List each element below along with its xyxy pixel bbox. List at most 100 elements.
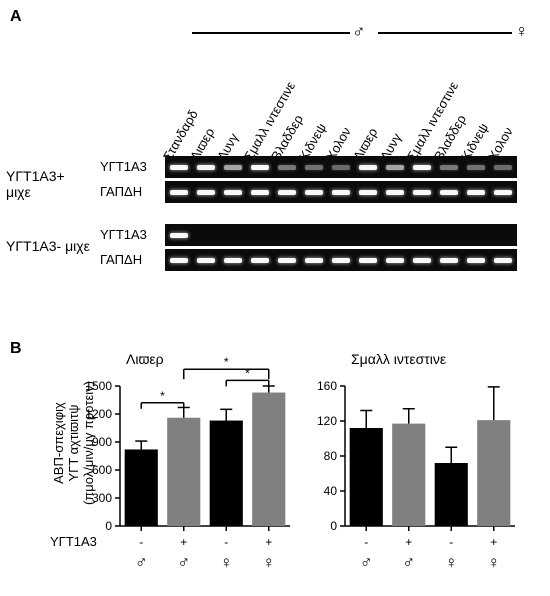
gel-band — [224, 258, 242, 263]
bar — [350, 428, 383, 526]
gel-band — [251, 258, 269, 263]
sex-symbol: ♀ — [220, 553, 233, 572]
gel-band — [305, 190, 323, 195]
gel-band — [197, 258, 215, 263]
y-tick-label: 160 — [317, 379, 337, 393]
gel-band — [413, 165, 431, 170]
gel-row-label: ΥΓΤ1Α3 — [100, 159, 147, 174]
y-tick-label: 40 — [324, 484, 338, 498]
gel-row-label: ΥΓΤ1Α3 — [100, 227, 147, 242]
gel-band — [170, 190, 188, 195]
gel-band — [251, 165, 269, 170]
condition-label: + — [180, 535, 187, 549]
gel-band — [278, 258, 296, 263]
chart-title: Λιϖερ — [126, 351, 164, 367]
bar — [392, 424, 425, 526]
gel-band — [170, 258, 188, 263]
panel-b-label: B — [10, 340, 22, 358]
y-tick-label: 0 — [330, 519, 337, 533]
bar — [252, 393, 285, 526]
group-label-ugt1a3plus: ΥΓΤ1Α3+ μιχε — [6, 168, 91, 200]
gel-band — [332, 258, 350, 263]
gel-band — [278, 165, 296, 170]
gel-band — [386, 190, 404, 195]
gel-band — [359, 165, 377, 170]
gel-band — [467, 165, 485, 170]
condition-label: - — [139, 535, 143, 549]
gel-band — [440, 190, 458, 195]
gel-band — [494, 165, 512, 170]
y-tick-label: 300 — [92, 491, 112, 505]
female-symbol: ♀ — [515, 21, 529, 42]
sex-symbol: ♀ — [487, 553, 500, 572]
bar — [210, 421, 243, 526]
gel-band — [197, 190, 215, 195]
bar — [477, 420, 510, 526]
gel-band — [467, 258, 485, 263]
male-group-line — [192, 32, 350, 34]
gel-band — [305, 165, 323, 170]
bar — [167, 418, 200, 526]
gel-strip — [165, 249, 517, 271]
gel-band — [170, 233, 188, 238]
gel-band — [467, 190, 485, 195]
gel-band — [413, 190, 431, 195]
sig-star: * — [160, 389, 165, 403]
gel-band — [278, 190, 296, 195]
sex-symbol: ♂ — [135, 553, 148, 572]
bar-chart: Σμαλλ ιντεστινε 0 40 80 120 160 - ♂ + ♂ - ♀ + ♀ — [305, 350, 525, 582]
condition-label: - — [449, 535, 453, 549]
female-group-line — [378, 32, 512, 34]
sex-symbol: ♂ — [360, 553, 373, 572]
sex-symbol: ♂ — [177, 553, 190, 572]
y-tick-label: 80 — [324, 449, 338, 463]
gel-band — [386, 258, 404, 263]
condition-label: + — [405, 535, 412, 549]
gel-strip — [165, 156, 517, 178]
y-tick-label: 1200 — [85, 407, 112, 421]
gel-band — [386, 165, 404, 170]
gel-band — [332, 165, 350, 170]
y-tick-label: 1500 — [85, 379, 112, 393]
bar — [435, 463, 468, 526]
y-tick-label: 600 — [92, 463, 112, 477]
bar-chart: Λιϖερ030060090012001500***-♂+♂-♀+♀ — [80, 350, 300, 582]
gel-band — [251, 190, 269, 195]
y-tick-label: 0 — [105, 519, 112, 533]
y-tick-label: 900 — [92, 435, 112, 449]
bar — [125, 449, 158, 526]
condition-label: - — [364, 535, 368, 549]
gel-band — [440, 258, 458, 263]
gel-band — [197, 165, 215, 170]
condition-label: - — [224, 535, 228, 549]
gel-band — [332, 190, 350, 195]
gel-row-label: ΓΑΠΔΗ — [100, 252, 142, 267]
sex-symbol: ♀ — [445, 553, 458, 572]
condition-row-label: ΥΓΤ1Α3 — [50, 534, 97, 549]
gel-band — [413, 258, 431, 263]
gel-row-label: ΓΑΠΔΗ — [100, 184, 142, 199]
chart-title: Σμαλλ ιντεστινε — [351, 351, 446, 367]
gel-strip — [165, 224, 517, 246]
sig-star: * — [224, 355, 229, 369]
gel-band — [494, 258, 512, 263]
male-symbol: ♂ — [352, 21, 366, 42]
group-label-text: ΥΓΤ1Α3+ μιχε — [6, 168, 65, 200]
sex-symbol: ♂ — [402, 553, 415, 572]
group-label-text: ΥΓΤ1Α3- μιχε — [6, 238, 90, 254]
gel-strip — [165, 181, 517, 203]
sex-symbol: ♀ — [262, 553, 275, 572]
gel-band — [494, 190, 512, 195]
gel-band — [440, 165, 458, 170]
condition-label: + — [490, 535, 497, 549]
gel-band — [224, 165, 242, 170]
gel-band — [359, 190, 377, 195]
condition-label: + — [265, 535, 272, 549]
gel-band — [224, 190, 242, 195]
gel-band — [305, 258, 323, 263]
panel-a-label: A — [10, 8, 22, 26]
gel-band — [170, 165, 188, 170]
group-label-ugt1a3minus: ΥΓΤ1Α3- μιχε — [6, 238, 91, 254]
y-tick-label: 120 — [317, 414, 337, 428]
gel-band — [359, 258, 377, 263]
